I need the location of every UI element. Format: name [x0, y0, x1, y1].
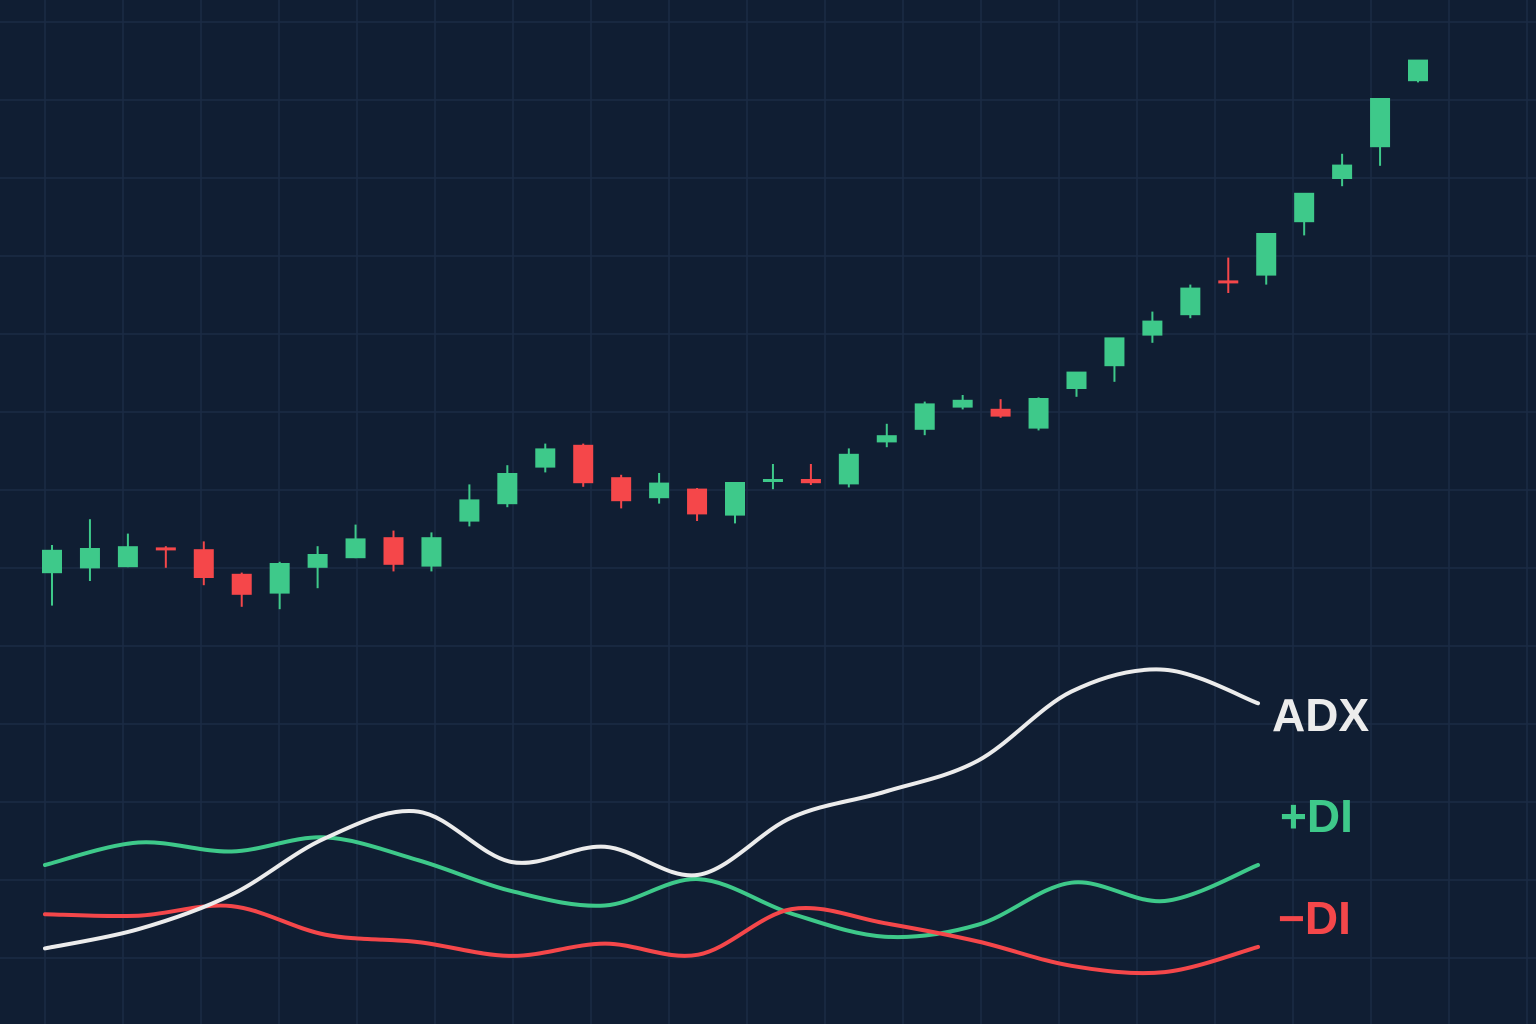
candle-body-up [459, 499, 480, 522]
legend-label-adx: ADX [1272, 689, 1369, 741]
candle-body-up [345, 538, 366, 559]
candle-body-up [649, 482, 670, 499]
candle-body-up [1066, 371, 1087, 389]
plus-di-line [43, 835, 1260, 940]
candle-body-up [1408, 59, 1428, 82]
candle-body-down [573, 444, 594, 484]
candle-body-down [990, 408, 1011, 417]
adx-line [43, 667, 1260, 951]
candle-body-down [193, 549, 214, 578]
candles [42, 59, 1428, 610]
legend-label-minus-di: −DI [1278, 892, 1351, 944]
candle-body-up [42, 549, 62, 574]
candle-body-down [231, 573, 252, 595]
candle-body-up [497, 473, 518, 505]
candle-body-up [421, 537, 442, 567]
candle-body-up [876, 435, 897, 443]
candle-body-up [1294, 192, 1315, 223]
candle-body-up [725, 482, 745, 516]
candle-body-up [307, 554, 328, 568]
candle-body-down [383, 537, 404, 565]
legend-label-plus-di: +DI [1280, 790, 1353, 842]
legend: ADX +DI −DI [1272, 689, 1369, 944]
candle-body-up [914, 403, 935, 430]
candle-body-up [1370, 98, 1391, 148]
candle-body-down [155, 547, 176, 551]
candle-body-up [762, 479, 783, 482]
candle-body-up [535, 448, 556, 468]
candle-body-down [611, 477, 632, 502]
candle-body-up [269, 563, 290, 594]
candle-body-up [952, 399, 973, 408]
candle-body-up [79, 548, 100, 569]
candle-body-up [1104, 337, 1125, 367]
candle-body-down [1218, 280, 1239, 284]
candle-body-up [1256, 233, 1277, 276]
candle-body-up [1332, 164, 1353, 179]
candle-body-up [1142, 320, 1163, 336]
candle-body-up [117, 546, 138, 568]
candle-body-up [1180, 287, 1201, 316]
candle-body-down [800, 479, 821, 484]
candle-body-up [1028, 398, 1049, 429]
candle-body-up [838, 453, 859, 485]
indicator-lines [43, 667, 1260, 976]
minus-di-line [43, 903, 1260, 976]
candle-body-down [687, 488, 708, 515]
